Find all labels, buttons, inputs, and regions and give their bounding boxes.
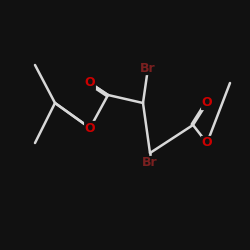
Text: O: O [202, 136, 212, 149]
Text: Br: Br [140, 62, 156, 74]
Text: Br: Br [142, 156, 158, 170]
Text: O: O [202, 96, 212, 110]
Text: O: O [85, 76, 95, 90]
Text: O: O [85, 122, 95, 134]
